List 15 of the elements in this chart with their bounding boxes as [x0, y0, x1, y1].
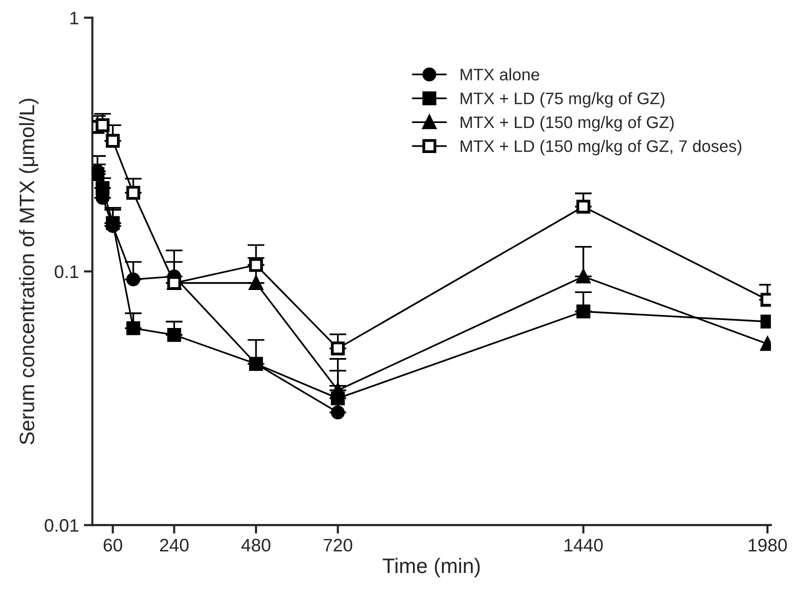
legend-label: MTX + LD (75 mg/kg of GZ): [460, 92, 664, 108]
y-tick-label: 0.01: [44, 519, 78, 532]
y-tick-label: 0.1: [54, 265, 78, 278]
legend-label: MTX alone: [460, 68, 540, 80]
x-tick-label: 60: [104, 538, 122, 552]
legend-label: MTX + LD (150 mg/kg of GZ, 7 doses): [460, 140, 742, 156]
x-axis-title: Time (min): [382, 558, 480, 578]
x-tick-label: 1440: [564, 538, 603, 552]
legend-label: MTX + LD (150 mg/kg of GZ): [460, 116, 674, 132]
x-tick-label: 720: [324, 538, 352, 552]
y-tick-label: 1: [70, 12, 78, 24]
x-tick-label: 240: [160, 538, 189, 552]
y-axis-title: Serum concentration of MTX (μmol/L): [19, 98, 38, 444]
x-tick-label: 480: [241, 538, 270, 552]
x-tick-label: 1980: [748, 538, 787, 552]
